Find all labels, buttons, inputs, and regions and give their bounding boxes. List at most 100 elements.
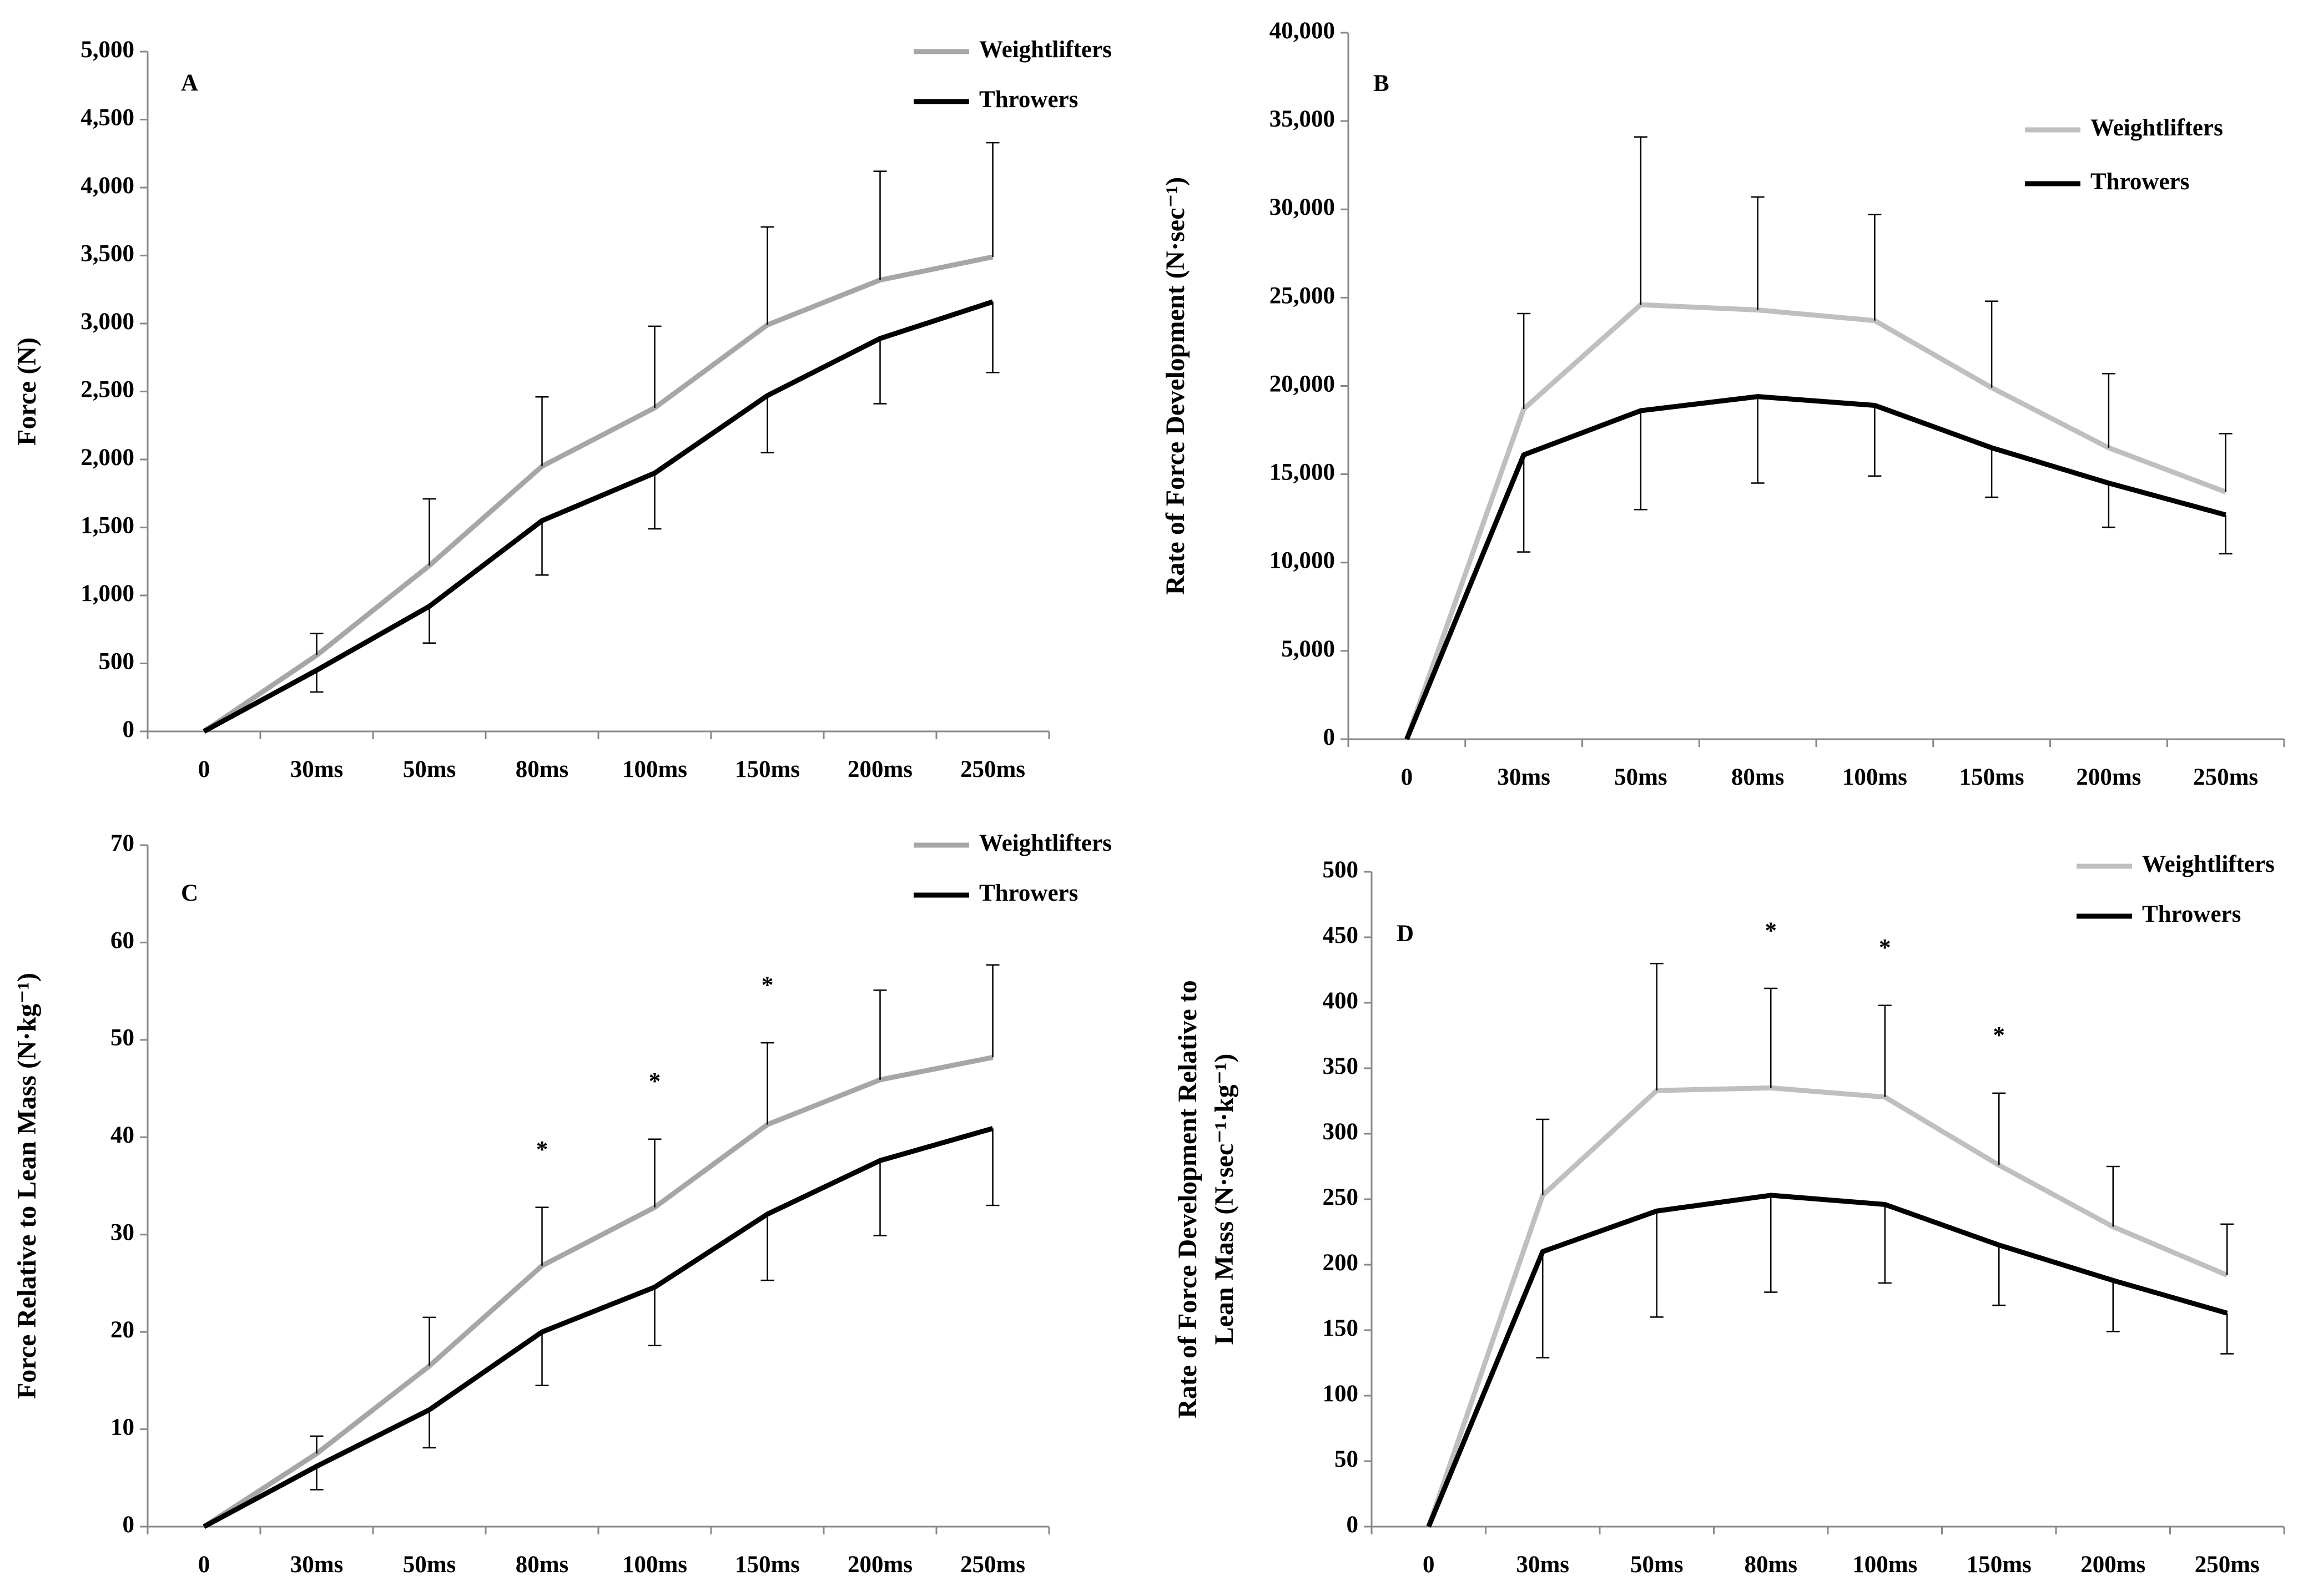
- x-tick-label: 80ms: [1744, 1552, 1797, 1578]
- y-tick-label: 3,500: [80, 240, 134, 266]
- y-tick-label: 40: [110, 1122, 134, 1148]
- y-tick-label: 0: [1347, 1512, 1359, 1538]
- x-tick-label: 250ms: [2195, 1552, 2260, 1578]
- y-axis-title: Lean Mass (N·sec⁻¹·kg⁻¹): [1210, 1054, 1239, 1345]
- y-tick-label: 250: [1323, 1184, 1359, 1210]
- y-tick-label: 1,000: [80, 580, 134, 607]
- x-tick-label: 200ms: [848, 1552, 913, 1578]
- series-line: [1426, 1193, 2228, 1528]
- series-line: [1426, 1085, 2229, 1528]
- legend-label: Throwers: [2090, 169, 2189, 195]
- y-tick-label: 20,000: [1269, 371, 1335, 397]
- x-tick-label: 80ms: [516, 756, 569, 782]
- x-tick-label: 100ms: [622, 756, 687, 782]
- y-tick-label: 400: [1323, 988, 1359, 1014]
- legend-label: Weightlifters: [2142, 851, 2275, 877]
- y-tick-label: 300: [1323, 1119, 1359, 1145]
- series-line: [1404, 394, 2226, 740]
- x-tick-label: 30ms: [1516, 1552, 1569, 1578]
- significance-marker: *: [1765, 918, 1777, 944]
- x-tick-label: 150ms: [1959, 764, 2024, 790]
- y-tick-label: 4,500: [80, 104, 134, 130]
- y-tick-label: 35,000: [1269, 106, 1335, 132]
- legend-label: Throwers: [979, 880, 1078, 906]
- legend-label: Weightlifters: [979, 830, 1112, 856]
- y-tick-label: 50: [1334, 1446, 1358, 1472]
- y-tick-label: 500: [99, 648, 135, 674]
- y-tick-label: 40,000: [1269, 18, 1335, 44]
- significance-marker: *: [649, 1069, 661, 1095]
- y-tick-label: 2,000: [80, 445, 134, 471]
- y-tick-label: 0: [123, 1512, 135, 1538]
- x-tick-label: 100ms: [1852, 1552, 1917, 1578]
- x-tick-label: 100ms: [622, 1552, 687, 1578]
- y-tick-label: 30,000: [1269, 194, 1335, 220]
- y-tick-label: 60: [110, 927, 134, 953]
- y-tick-label: 150: [1323, 1315, 1359, 1341]
- y-tick-label: 3,000: [80, 309, 134, 335]
- x-tick-label: 150ms: [735, 756, 800, 782]
- x-tick-label: 30ms: [1497, 764, 1550, 790]
- panel-label: D: [1397, 921, 1414, 947]
- series-line: [203, 1055, 994, 1529]
- series-line: [203, 1126, 994, 1529]
- y-tick-label: 20: [110, 1317, 134, 1343]
- y-tick-label: 15,000: [1269, 459, 1335, 486]
- y-tick-label: 1,500: [80, 512, 134, 538]
- x-tick-label: 200ms: [848, 756, 913, 782]
- series-line: [1404, 302, 2227, 740]
- x-tick-label: 250ms: [960, 1552, 1025, 1578]
- significance-marker: *: [1993, 1023, 2005, 1049]
- x-tick-label: 100ms: [1842, 764, 1907, 790]
- legend-label: Weightlifters: [979, 37, 1112, 63]
- legend-label: Throwers: [979, 87, 1078, 113]
- x-tick-label: 0: [1423, 1552, 1435, 1578]
- x-tick-label: 30ms: [290, 756, 344, 782]
- panel-label: C: [181, 880, 198, 906]
- panel-label: B: [1373, 70, 1389, 97]
- y-tick-label: 10: [110, 1414, 134, 1440]
- x-tick-label: 150ms: [1967, 1552, 2032, 1578]
- significance-marker: *: [1879, 935, 1891, 961]
- y-tick-label: 100: [1323, 1381, 1359, 1407]
- y-tick-label: 4,000: [80, 173, 134, 199]
- y-tick-label: 5,000: [1281, 636, 1335, 662]
- y-tick-label: 70: [110, 830, 134, 856]
- y-axis-title: Force (N): [12, 337, 42, 446]
- x-tick-label: 0: [198, 1552, 210, 1578]
- y-axis-title: Force Relative to Lean Mass (N·kg⁻¹): [12, 973, 42, 1399]
- y-tick-label: 500: [1323, 857, 1359, 883]
- x-tick-label: 0: [198, 756, 210, 782]
- x-tick-label: 80ms: [1731, 764, 1785, 790]
- x-tick-label: 250ms: [960, 756, 1025, 782]
- y-tick-label: 50: [110, 1025, 134, 1051]
- y-tick-label: 0: [123, 716, 135, 743]
- x-tick-label: 50ms: [403, 1552, 456, 1578]
- y-axis-title: Rate of Force Development Relative to: [1173, 980, 1202, 1418]
- series-line: [203, 299, 994, 734]
- x-tick-label: 50ms: [403, 756, 456, 782]
- x-tick-label: 80ms: [516, 1552, 569, 1578]
- y-tick-label: 450: [1323, 922, 1359, 948]
- significance-marker: *: [536, 1137, 548, 1163]
- y-tick-label: 5,000: [80, 37, 134, 63]
- y-tick-label: 25,000: [1269, 282, 1335, 309]
- y-tick-label: 350: [1323, 1053, 1359, 1079]
- x-tick-label: 50ms: [1630, 1552, 1684, 1578]
- x-tick-label: 150ms: [735, 1552, 800, 1578]
- x-tick-label: 0: [1401, 764, 1413, 790]
- x-tick-label: 200ms: [2076, 764, 2141, 790]
- x-tick-label: 250ms: [2193, 764, 2258, 790]
- y-tick-label: 200: [1323, 1250, 1359, 1276]
- x-tick-label: 200ms: [2080, 1552, 2145, 1578]
- legend-label: Weightlifters: [2090, 115, 2223, 141]
- significance-marker: *: [762, 972, 774, 998]
- panel-label: A: [181, 70, 198, 96]
- y-tick-label: 0: [1323, 724, 1336, 750]
- y-tick-label: 2,500: [80, 376, 134, 402]
- series-line: [202, 254, 994, 734]
- y-tick-label: 30: [110, 1220, 134, 1246]
- y-axis-title: Rate of Force Development (N·sec⁻¹): [1161, 177, 1190, 595]
- legend-label: Throwers: [2142, 901, 2241, 927]
